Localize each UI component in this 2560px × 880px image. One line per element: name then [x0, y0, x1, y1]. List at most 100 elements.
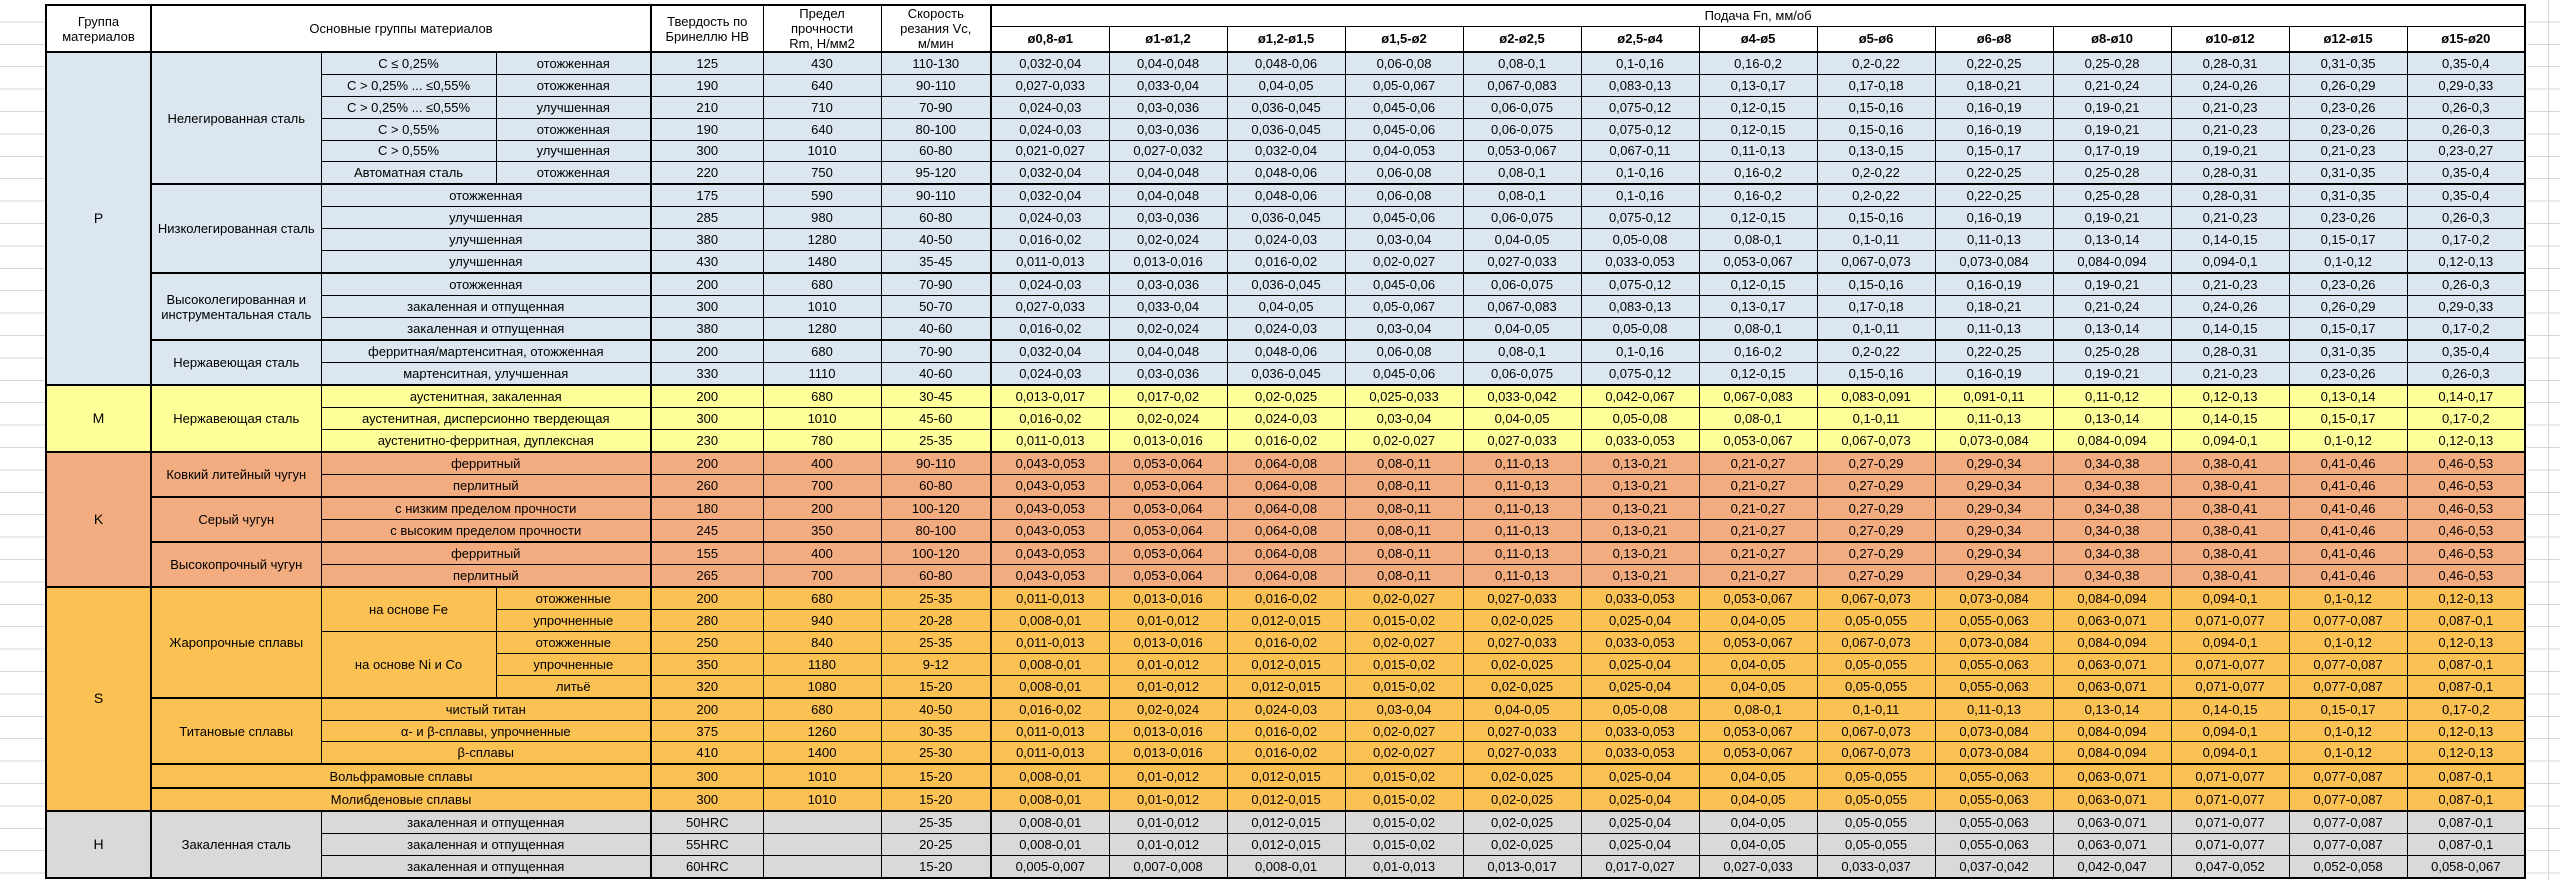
- feed-value-cell[interactable]: 0,15-0,17: [2288, 696, 2408, 721]
- hardness-cell[interactable]: 200: [650, 696, 764, 721]
- feed-value-cell[interactable]: 0,012-0,015: [1226, 609, 1346, 632]
- feed-value-cell[interactable]: 0,13-0,14: [2288, 384, 2408, 409]
- hardness-cell[interactable]: 220: [650, 161, 764, 185]
- hardness-cell[interactable]: 260: [650, 473, 764, 498]
- feed-value-cell[interactable]: 0,013-0,016: [1108, 250, 1228, 274]
- feed-value-cell[interactable]: 0,05-0,08: [1580, 316, 1700, 341]
- feed-value-cell[interactable]: 0,013-0,017: [1462, 854, 1582, 879]
- feed-value-cell[interactable]: 0,04-0,05: [1698, 652, 1818, 676]
- feed-value-cell[interactable]: 0,084-0,094: [2052, 250, 2172, 274]
- feed-value-cell[interactable]: 0,34-0,38: [2052, 450, 2172, 475]
- feed-value-cell[interactable]: 0,025-0,04: [1580, 674, 1700, 699]
- feed-value-cell[interactable]: 0,21-0,27: [1698, 473, 1818, 498]
- feed-value-cell[interactable]: 0,17-0,18: [1816, 74, 1936, 97]
- feed-value-cell[interactable]: 0,048-0,06: [1226, 339, 1346, 364]
- feed-diameter-column-header[interactable]: ø6-ø8: [1934, 25, 2054, 53]
- feed-value-cell[interactable]: 0,064-0,08: [1226, 473, 1346, 498]
- condition-cell[interactable]: отожженные: [495, 586, 653, 611]
- feed-value-cell[interactable]: 0,013-0,016: [1108, 630, 1228, 654]
- feed-value-cell[interactable]: 0,063-0,071: [2052, 652, 2172, 676]
- feed-value-cell[interactable]: 0,033-0,04: [1108, 74, 1228, 97]
- material-name-cell[interactable]: Низколегированная сталь: [150, 183, 322, 274]
- feed-value-cell[interactable]: 0,46-0,53: [2406, 518, 2526, 543]
- feed-value-cell[interactable]: 0,012-0,015: [1226, 763, 1346, 789]
- feed-value-cell[interactable]: 0,08-0,1: [1698, 696, 1818, 721]
- feed-value-cell[interactable]: 0,11-0,13: [1462, 518, 1582, 543]
- feed-value-cell[interactable]: 0,063-0,071: [2052, 609, 2172, 632]
- feed-diameter-column-header[interactable]: ø1,5-ø2: [1344, 25, 1464, 53]
- feed-value-cell[interactable]: 0,25-0,28: [2052, 339, 2172, 364]
- group-letter-cell[interactable]: M: [45, 384, 152, 453]
- feed-value-cell[interactable]: 0,017-0,027: [1580, 854, 1700, 879]
- subtype-condition-cell[interactable]: отожженная: [320, 183, 653, 208]
- hardness-cell[interactable]: 300: [650, 139, 764, 163]
- material-name-cell[interactable]: Вольфрамовые сплавы: [150, 763, 652, 789]
- feed-value-cell[interactable]: 0,13-0,14: [2052, 407, 2172, 430]
- feed-value-cell[interactable]: 0,1-0,12: [2288, 630, 2408, 654]
- feed-value-cell[interactable]: 0,17-0,2: [2406, 316, 2526, 341]
- feed-value-cell[interactable]: 0,38-0,41: [2170, 563, 2290, 588]
- feed-value-cell[interactable]: 0,1-0,16: [1580, 161, 1700, 185]
- feed-value-cell[interactable]: 0,077-0,087: [2288, 832, 2408, 856]
- feed-value-cell[interactable]: 0,15-0,17: [1934, 139, 2054, 163]
- feed-value-cell[interactable]: 0,04-0,05: [1698, 609, 1818, 632]
- feed-value-cell[interactable]: 0,075-0,12: [1580, 362, 1700, 386]
- condition-cell[interactable]: улучшенная: [495, 139, 653, 163]
- strength-cell[interactable]: 940: [762, 609, 882, 632]
- feed-value-cell[interactable]: 0,16-0,19: [1934, 95, 2054, 119]
- feed-value-cell[interactable]: 0,073-0,084: [1934, 428, 2054, 453]
- feed-value-cell[interactable]: 0,04-0,05: [1698, 674, 1818, 699]
- subtype-condition-cell[interactable]: аустенитная, дисперсионно твердеющая: [320, 407, 653, 430]
- feed-value-cell[interactable]: 0,055-0,063: [1934, 809, 2054, 834]
- feed-value-cell[interactable]: 0,01-0,012: [1108, 674, 1228, 699]
- feed-value-cell[interactable]: 0,08-0,1: [1698, 228, 1818, 252]
- feed-value-cell[interactable]: 0,047-0,052: [2170, 854, 2290, 879]
- feed-value-cell[interactable]: 0,053-0,067: [1698, 586, 1818, 611]
- feed-value-cell[interactable]: 0,067-0,083: [1462, 295, 1582, 318]
- feed-value-cell[interactable]: 0,084-0,094: [2052, 428, 2172, 453]
- feed-value-cell[interactable]: 0,067-0,073: [1816, 719, 1936, 743]
- speed-cell[interactable]: 20-28: [880, 609, 993, 632]
- feed-value-cell[interactable]: 0,071-0,077: [2170, 652, 2290, 676]
- strength-cell[interactable]: 1260: [762, 719, 882, 743]
- strength-cell[interactable]: 1480: [762, 250, 882, 274]
- feed-value-cell[interactable]: 0,036-0,045: [1226, 272, 1346, 297]
- subtype-cell[interactable]: C > 0,55%: [320, 117, 497, 141]
- speed-cell[interactable]: 45-60: [880, 407, 993, 430]
- feed-value-cell[interactable]: 0,28-0,31: [2170, 51, 2290, 76]
- feed-value-cell[interactable]: 0,04-0,05: [1698, 763, 1818, 789]
- feed-value-cell[interactable]: 0,008-0,01: [990, 763, 1110, 789]
- feed-value-cell[interactable]: 0,024-0,03: [990, 95, 1110, 119]
- feed-value-cell[interactable]: 0,26-0,3: [2406, 362, 2526, 386]
- subtype-cell[interactable]: C > 0,55%: [320, 139, 497, 163]
- feed-value-cell[interactable]: 0,15-0,16: [1816, 272, 1936, 297]
- feed-value-cell[interactable]: 0,094-0,1: [2170, 630, 2290, 654]
- strength-cell[interactable]: 710: [762, 95, 882, 119]
- feed-value-cell[interactable]: 0,1-0,12: [2288, 719, 2408, 743]
- speed-cell[interactable]: 40-60: [880, 362, 993, 386]
- feed-value-cell[interactable]: 0,21-0,27: [1698, 563, 1818, 588]
- feed-value-cell[interactable]: 0,016-0,02: [1226, 630, 1346, 654]
- feed-value-cell[interactable]: 0,12-0,13: [2406, 428, 2526, 453]
- feed-value-cell[interactable]: 0,27-0,29: [1816, 540, 1936, 565]
- feed-value-cell[interactable]: 0,27-0,29: [1816, 473, 1936, 498]
- feed-value-cell[interactable]: 0,16-0,19: [1934, 206, 2054, 230]
- feed-value-cell[interactable]: 0,043-0,053: [990, 450, 1110, 475]
- subtype-condition-cell[interactable]: с высоким пределом прочности: [320, 518, 653, 543]
- subtype-condition-cell[interactable]: закаленная и отпущенная: [320, 809, 653, 834]
- feed-value-cell[interactable]: 0,027-0,033: [1462, 250, 1582, 274]
- feed-value-cell[interactable]: 0,1-0,16: [1580, 183, 1700, 208]
- feed-value-cell[interactable]: 0,053-0,067: [1698, 630, 1818, 654]
- feed-value-cell[interactable]: 0,04-0,05: [1462, 696, 1582, 721]
- feed-value-cell[interactable]: 0,033-0,053: [1580, 630, 1700, 654]
- hardness-cell[interactable]: 430: [650, 250, 764, 274]
- feed-value-cell[interactable]: 0,08-0,11: [1344, 495, 1464, 520]
- feed-value-cell[interactable]: 0,02-0,024: [1108, 696, 1228, 721]
- subtype-cell[interactable]: C > 0,25% ... ≤0,55%: [320, 74, 497, 97]
- subtype-condition-cell[interactable]: улучшенная: [320, 228, 653, 252]
- feed-value-cell[interactable]: 0,21-0,27: [1698, 495, 1818, 520]
- feed-value-cell[interactable]: 0,21-0,24: [2052, 74, 2172, 97]
- feed-value-cell[interactable]: 0,024-0,03: [990, 117, 1110, 141]
- condition-cell[interactable]: отожженная: [495, 51, 653, 76]
- feed-value-cell[interactable]: 0,053-0,067: [1698, 741, 1818, 765]
